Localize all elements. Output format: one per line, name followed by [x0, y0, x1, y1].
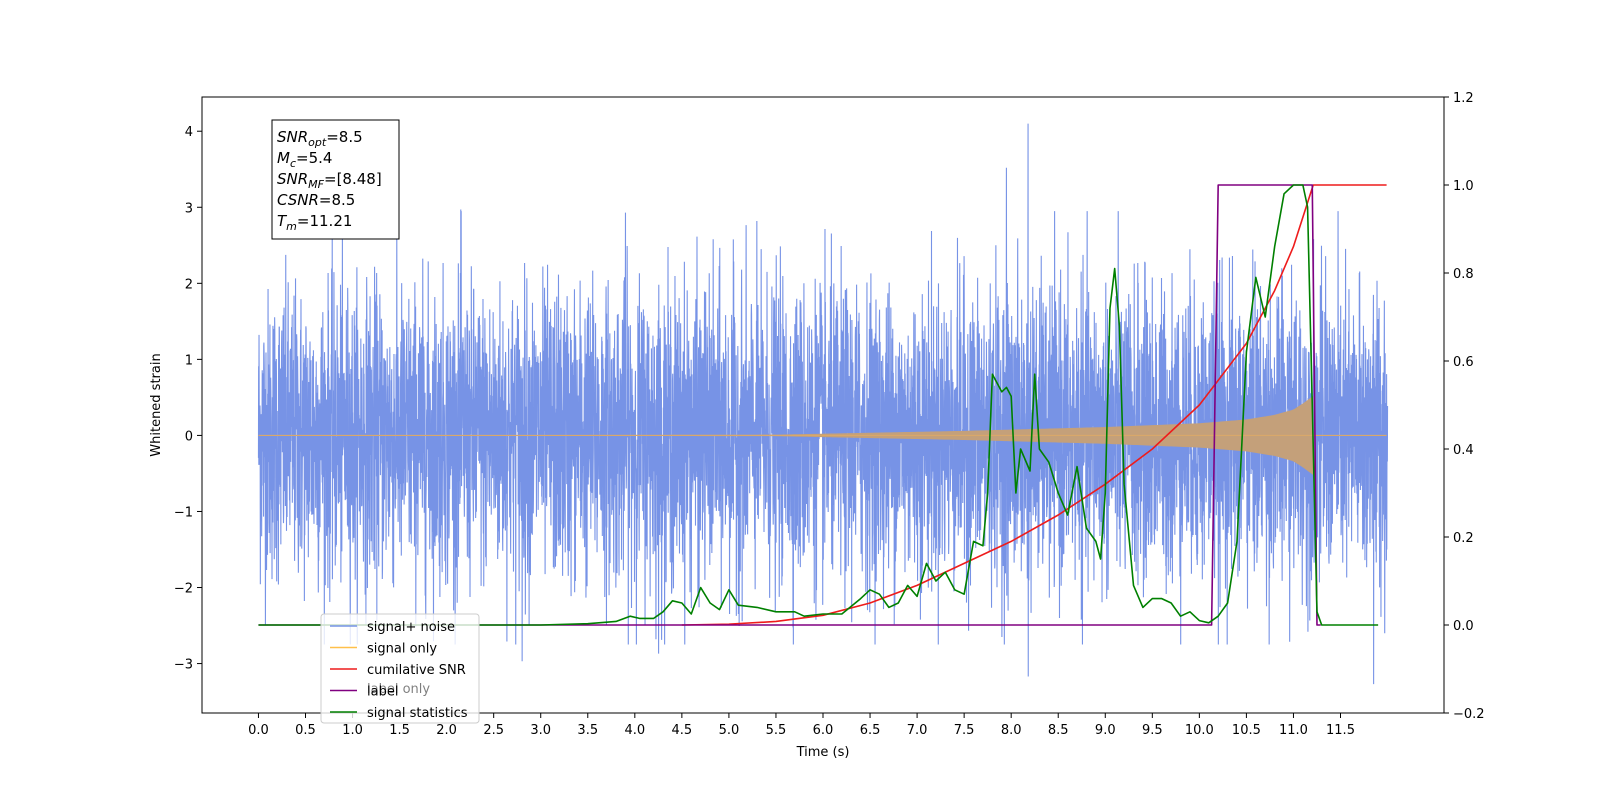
- x-tick-label: 3.0: [530, 723, 551, 738]
- info-box-line: CSNR=8.5: [277, 191, 355, 209]
- series-cumulative-snr: [681, 184, 1387, 626]
- y-tick-label: 1: [185, 353, 193, 368]
- x-tick-label: 7.0: [907, 723, 928, 738]
- x-tick-label: 8.5: [1048, 723, 1069, 738]
- y-tick-label: 3: [185, 201, 193, 216]
- x-tick-label: 1.0: [342, 723, 363, 738]
- x-tick-label: 9.5: [1142, 723, 1163, 738]
- x-tick-label: 10.0: [1185, 723, 1214, 738]
- x-tick-label: 3.5: [577, 723, 598, 738]
- y2-tick-label: 0.8: [1453, 267, 1474, 282]
- legend-ghost-text: label only: [367, 682, 430, 697]
- x-tick-label: 0.0: [248, 723, 269, 738]
- series-label: [258, 184, 1321, 626]
- x-tick-label: 2.5: [483, 723, 504, 738]
- y2-tick-label: 0.2: [1453, 531, 1474, 546]
- y-tick-label: −1: [174, 505, 193, 520]
- series-signal-noise: [257, 123, 1389, 685]
- legend: label only signal+ noise signal only cumila…: [320, 613, 480, 724]
- legend-label: signal+ noise: [367, 620, 455, 635]
- x-tick-label: 5.5: [766, 723, 787, 738]
- y-tick-label: −3: [174, 658, 193, 673]
- y-tick-label: 0: [185, 429, 193, 444]
- legend-label: signal only: [367, 642, 437, 657]
- y-tick-label: −2: [174, 582, 193, 597]
- info-box-line: Tm=11.21: [277, 212, 352, 233]
- x-tick-label: 4.5: [672, 723, 693, 738]
- y2-tick-label: −0.2: [1453, 707, 1485, 722]
- y-axis-label: Whitened strain: [149, 353, 164, 456]
- y-tick-label: 2: [185, 277, 193, 292]
- y2-tick-label: 1.0: [1453, 179, 1474, 194]
- legend-label: signal statistics: [367, 706, 468, 721]
- x-tick-label: 10.5: [1232, 723, 1261, 738]
- x-tick-label: 11.5: [1326, 723, 1355, 738]
- info-box-line: Mc=5.4: [277, 149, 332, 170]
- x-tick-label: 11.0: [1279, 723, 1308, 738]
- y2-tick-label: 0.6: [1453, 355, 1474, 370]
- x-tick-label: 4.0: [624, 723, 645, 738]
- y-tick-label: 4: [185, 125, 193, 140]
- legend-label: label: [367, 685, 398, 700]
- x-tick-label: 1.5: [389, 723, 410, 738]
- y2-tick-label: 0.4: [1453, 443, 1474, 458]
- info-box-frame: [271, 119, 400, 240]
- legend-label: cumilative SNR: [367, 663, 466, 678]
- x-tick-label: 6.5: [860, 723, 881, 738]
- legend-frame: [320, 613, 480, 724]
- info-box-line: SNRopt=8.5: [277, 128, 363, 149]
- x-tick-label: 5.0: [719, 723, 740, 738]
- y2-tick-label: 1.2: [1453, 91, 1474, 106]
- y2-tick-label: 0.0: [1453, 619, 1474, 634]
- info-box-line: SNRMF=[8.48]: [277, 170, 382, 191]
- series-signal-statistics: [258, 184, 1379, 626]
- axis-ticks: 0.0 0.5 1.0 1.5 2.0 2.5 3.0 3.5 4.0 4.5 5.0 5.5 6.0 6…: [174, 91, 1485, 738]
- x-tick-label: 0.5: [295, 723, 316, 738]
- x-tick-label: 8.0: [1001, 723, 1022, 738]
- x-axis-label: Time (s): [796, 745, 850, 760]
- x-tick-label: 6.0: [813, 723, 834, 738]
- x-tick-label: 9.0: [1095, 723, 1116, 738]
- x-tick-label: 2.0: [436, 723, 457, 738]
- plot-area: [257, 123, 1389, 685]
- x-tick-label: 7.5: [954, 723, 975, 738]
